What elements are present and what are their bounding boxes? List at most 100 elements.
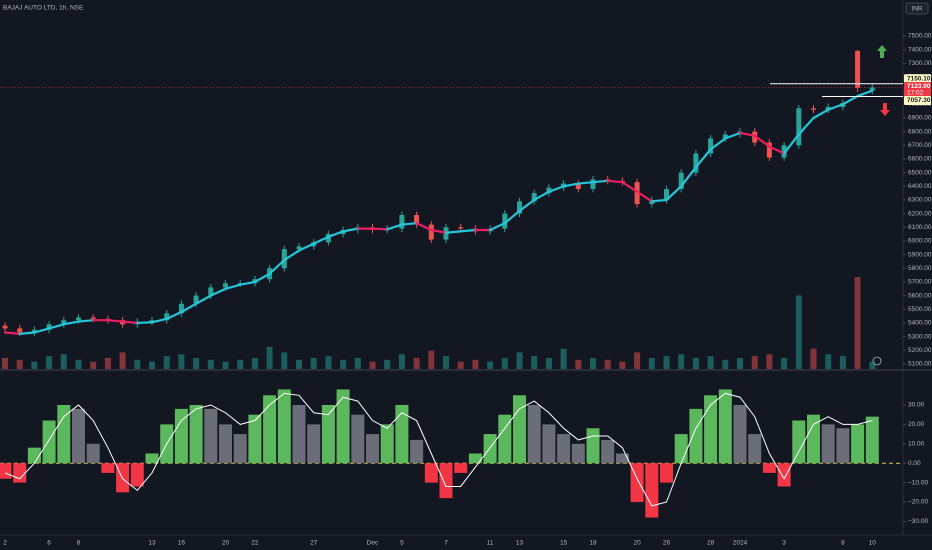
candle-body [531,193,537,202]
candle-body [31,329,37,333]
ma-segment [533,190,551,202]
histogram-bar [0,463,12,479]
volume-bar [648,357,655,369]
volume-bar [766,354,773,369]
y-tick-label: 5300.00 [908,333,932,340]
volume-bar [340,359,347,369]
volume-bar [869,361,876,369]
candle-body [708,138,714,154]
candle-body [517,201,522,214]
candle-body [325,234,331,243]
y-tick-label: −30.00 [908,518,928,525]
y-tick-label: 20.00 [908,421,925,428]
candle-body [208,287,214,296]
volume-bar [119,352,126,369]
ma-segment [459,228,477,233]
volume-bar [854,277,861,369]
volume-bar [90,361,97,369]
y-tick-label: 6700.00 [908,142,932,149]
volume-bar [149,361,155,369]
ma-segment [518,198,536,212]
volume-bar [487,361,494,369]
y-tick-label: 5700.00 [908,279,932,286]
volume-bar [296,359,302,369]
price-label: 7057.30 [907,97,931,104]
volume-bar [457,361,464,369]
ma-segment [709,137,727,151]
candle-body [781,145,787,158]
y-tick-label: 0.00 [908,460,921,467]
histogram-bar [527,404,541,464]
candle-body [17,328,23,333]
ma-segment [577,181,595,185]
histogram-bar [307,424,321,464]
y-tick-label: −10.00 [908,479,928,486]
histogram-bar [86,443,100,464]
candle-body [46,324,52,330]
histogram-bar [439,463,453,499]
candle-body [296,246,302,250]
x-tick-label: 13 [516,540,524,547]
volume-bar [692,357,699,369]
histogram-bar [792,420,806,464]
symbol-title: BAJAJ AUTO LTD, 1h, NSE [3,5,84,12]
price-label-box [904,81,931,97]
volume-bar [310,357,317,369]
ma-segment [415,222,433,232]
histogram-bar [836,428,850,464]
volume-bar [46,356,53,369]
volume-bar [60,354,67,369]
ma-segment [841,94,859,106]
ma-segment [621,181,639,193]
ma-segment [827,103,845,111]
histogram-bar [821,424,835,464]
ma-segment [797,116,815,136]
x-tick-label: 20 [633,540,641,547]
histogram-bar [72,408,85,464]
ma-segment [239,280,256,286]
volume-bar [531,356,538,369]
histogram-bar [748,434,762,464]
ma-segment [283,249,301,262]
currency-box[interactable] [905,2,929,15]
y-tick-label: 7300.00 [908,60,932,67]
ma-segment [297,242,315,252]
ma-segment [606,179,624,184]
y-tick-label: 5900.00 [908,251,932,258]
histogram-bar [851,424,865,464]
currency[interactable]: INR [911,6,923,13]
volume-bar [207,359,214,369]
volume-bar [810,348,817,369]
ma-segment [503,209,521,225]
ma-segment [342,227,359,233]
x-tick-label: 27 [310,540,318,547]
y-tick-label: 5800.00 [908,265,932,272]
candle-body [575,183,581,190]
candle-body [61,320,67,325]
x-tick-label: 28 [707,540,715,547]
x-tick-label: 10 [869,540,877,547]
signal-line [4,392,873,507]
histogram-bar [336,389,350,464]
volume-bar [825,354,832,369]
x-tick-label: 22 [251,540,259,547]
settings-icon[interactable] [872,356,882,366]
histogram-bar [586,428,600,464]
price-label: 7150.10 [907,75,931,82]
volume-bar [384,359,391,369]
histogram-bar [468,453,482,464]
ma-segment [547,185,565,193]
candle-body [76,317,81,321]
histogram-bar [380,424,394,464]
histogram-bar [189,404,203,464]
y-tick-label: 5400.00 [908,320,932,327]
histogram-bar [571,443,585,464]
volume-bar [472,359,479,369]
histogram-bar [366,434,379,464]
histogram-bar [542,424,556,464]
ma-segment [195,294,212,305]
histogram-bar [42,420,56,464]
y-tick-label: 6400.00 [908,183,932,190]
